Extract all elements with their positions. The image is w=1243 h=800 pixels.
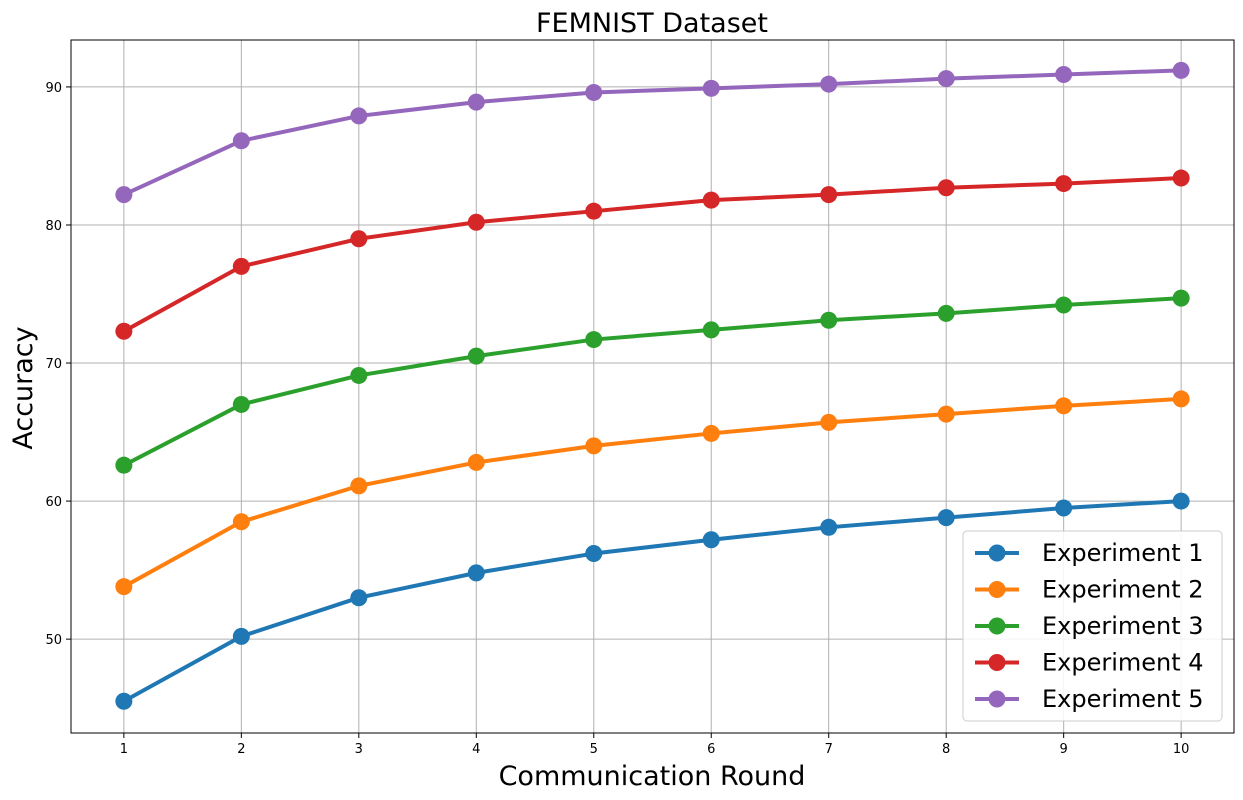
legend-swatch-marker xyxy=(988,581,1006,598)
data-point-experiment-5 xyxy=(1055,66,1073,84)
data-point-experiment-1 xyxy=(350,589,368,607)
series-line-experiment-4 xyxy=(121,176,1184,334)
data-point-experiment-5 xyxy=(115,186,133,204)
data-point-experiment-4 xyxy=(232,257,250,275)
data-point-experiment-1 xyxy=(937,509,955,527)
data-point-experiment-4 xyxy=(702,191,720,209)
grid xyxy=(71,40,1234,733)
x-tick-label: 4 xyxy=(472,742,480,757)
x-tick-label: 3 xyxy=(355,742,363,757)
data-point-experiment-4 xyxy=(937,179,955,197)
data-point-experiment-3 xyxy=(1172,289,1190,307)
y-tick-label: 50 xyxy=(45,633,62,648)
data-point-experiment-4 xyxy=(1172,169,1190,187)
data-point-experiment-3 xyxy=(467,347,485,365)
x-tick-label: 10 xyxy=(1173,742,1190,757)
data-point-experiment-1 xyxy=(1055,499,1073,517)
data-point-experiment-2 xyxy=(1055,397,1073,415)
legend-swatch-marker xyxy=(988,617,1006,635)
y-tick-label: 70 xyxy=(45,357,62,372)
legend-label: Experiment 4 xyxy=(1042,649,1204,677)
data-point-experiment-4 xyxy=(115,322,133,340)
data-point-experiment-4 xyxy=(467,213,485,231)
data-point-experiment-5 xyxy=(937,70,955,88)
data-point-experiment-5 xyxy=(350,107,368,125)
series-line-experiment-3 xyxy=(121,296,1184,468)
legend: Experiment 1 Experiment 2 Experiment 3 Expe… xyxy=(962,530,1223,722)
data-point-experiment-1 xyxy=(702,531,720,549)
data-point-experiment-1 xyxy=(585,545,603,563)
data-point-experiment-2 xyxy=(232,513,250,531)
legend-label: Experiment 1 xyxy=(1042,539,1204,567)
data-point-experiment-1 xyxy=(820,518,838,536)
data-point-experiment-5 xyxy=(467,93,485,111)
data-point-experiment-4 xyxy=(820,186,838,204)
x-tick-label: 2 xyxy=(237,742,245,757)
data-point-experiment-4 xyxy=(350,230,368,248)
data-point-experiment-5 xyxy=(702,79,720,97)
data-point-experiment-3 xyxy=(232,395,250,413)
legend-label: Experiment 3 xyxy=(1042,612,1204,640)
data-point-experiment-3 xyxy=(585,331,603,349)
data-point-experiment-2 xyxy=(820,413,838,431)
data-point-experiment-2 xyxy=(585,437,603,455)
y-axis-label: Accuracy xyxy=(8,326,39,449)
x-tick-label: 8 xyxy=(942,742,950,757)
data-point-experiment-1 xyxy=(1172,492,1190,510)
data-point-experiment-2 xyxy=(350,477,368,495)
axes: 1 2 3 4 5 6 7 8 9 10 50 60 70 80 90 xyxy=(45,81,1189,757)
x-tick-label: 5 xyxy=(590,742,598,757)
chart-title: FEMNIST Dataset xyxy=(536,8,768,39)
data-point-experiment-5 xyxy=(585,83,603,101)
legend-swatch-marker xyxy=(988,654,1006,671)
series-line-experiment-1 xyxy=(121,499,1184,704)
data-point-experiment-3 xyxy=(702,321,720,339)
legend-box xyxy=(962,530,1223,722)
x-tick-label: 9 xyxy=(1060,742,1068,757)
y-tick-label: 60 xyxy=(45,495,62,510)
legend-label: Experiment 5 xyxy=(1042,685,1204,713)
data-point-experiment-3 xyxy=(1055,296,1073,314)
legend-swatch-marker xyxy=(988,544,1006,562)
data-point-experiment-4 xyxy=(585,202,603,220)
data-point-experiment-1 xyxy=(115,692,133,710)
data-point-experiment-5 xyxy=(1172,61,1190,79)
data-point-experiment-2 xyxy=(115,578,133,596)
data-point-experiment-3 xyxy=(115,456,133,474)
plot-frame xyxy=(70,39,1235,734)
data-point-experiment-1 xyxy=(232,627,250,645)
data-point-experiment-4 xyxy=(1055,175,1073,193)
data-point-experiment-3 xyxy=(937,304,955,322)
x-tick-label: 6 xyxy=(707,742,715,757)
series-layer xyxy=(115,61,1190,710)
y-tick-label: 80 xyxy=(45,219,62,234)
series-line-experiment-5 xyxy=(121,68,1184,197)
data-point-experiment-5 xyxy=(820,75,838,93)
y-tick-label: 90 xyxy=(45,81,62,96)
series-line-experiment-2 xyxy=(121,396,1184,589)
data-point-experiment-2 xyxy=(702,424,720,442)
data-point-experiment-2 xyxy=(467,453,485,471)
data-point-experiment-2 xyxy=(1172,390,1190,408)
x-axis-label: Communication Round xyxy=(499,761,806,792)
x-tick-label: 7 xyxy=(825,742,833,757)
x-tick-label: 1 xyxy=(120,742,128,757)
legend-swatch-marker xyxy=(988,690,1006,708)
data-point-experiment-5 xyxy=(232,132,250,150)
data-point-experiment-3 xyxy=(350,366,368,384)
legend-label: Experiment 2 xyxy=(1042,576,1204,604)
data-point-experiment-2 xyxy=(937,405,955,423)
data-point-experiment-3 xyxy=(820,311,838,329)
data-point-experiment-1 xyxy=(467,564,485,582)
